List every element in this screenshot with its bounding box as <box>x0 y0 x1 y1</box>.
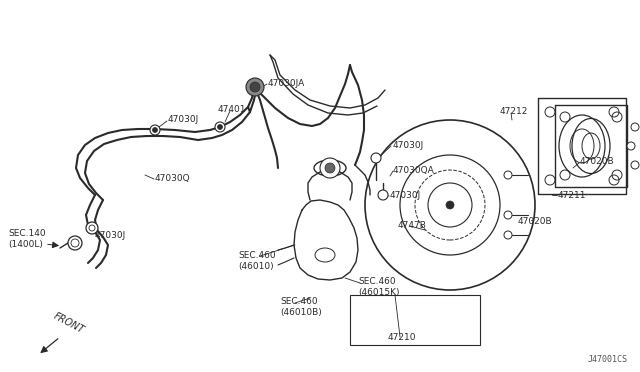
Circle shape <box>631 161 639 169</box>
Circle shape <box>504 171 512 179</box>
Circle shape <box>152 128 157 132</box>
Text: 47210: 47210 <box>388 334 417 343</box>
Text: 47211: 47211 <box>558 190 586 199</box>
Text: FRONT: FRONT <box>52 311 86 335</box>
Text: 47030J: 47030J <box>168 115 199 125</box>
Text: SEC.140: SEC.140 <box>8 230 45 238</box>
Text: 47030QA: 47030QA <box>393 166 435 174</box>
Circle shape <box>218 125 223 129</box>
Circle shape <box>246 78 264 96</box>
Circle shape <box>320 158 340 178</box>
Text: 47212: 47212 <box>500 108 529 116</box>
Circle shape <box>504 231 512 239</box>
Text: (46010B): (46010B) <box>280 308 322 317</box>
Text: 47020B: 47020B <box>518 218 552 227</box>
Text: SEC.460: SEC.460 <box>238 250 276 260</box>
Circle shape <box>86 222 98 234</box>
Circle shape <box>371 153 381 163</box>
Circle shape <box>378 190 388 200</box>
Circle shape <box>504 211 512 219</box>
Text: 47030J: 47030J <box>393 141 424 150</box>
Text: (46015K): (46015K) <box>358 289 399 298</box>
Circle shape <box>68 236 82 250</box>
Circle shape <box>215 122 225 132</box>
Text: 47030JA: 47030JA <box>268 78 305 87</box>
Text: 47030Q: 47030Q <box>155 173 191 183</box>
Text: 47401: 47401 <box>218 106 246 115</box>
Text: 47030J: 47030J <box>95 231 126 240</box>
Circle shape <box>150 125 160 135</box>
Circle shape <box>631 123 639 131</box>
Circle shape <box>446 201 454 209</box>
Text: 47030J: 47030J <box>390 190 421 199</box>
Bar <box>350 295 480 345</box>
Text: J47001CS: J47001CS <box>588 355 628 364</box>
Text: SEC.460: SEC.460 <box>280 298 317 307</box>
Circle shape <box>627 142 635 150</box>
Text: SEC.460: SEC.460 <box>358 278 396 286</box>
Text: (1400L): (1400L) <box>8 240 43 248</box>
Text: 4747B: 4747B <box>398 221 427 230</box>
Text: 47020B: 47020B <box>580 157 614 167</box>
Text: (46010): (46010) <box>238 262 274 270</box>
Circle shape <box>250 82 260 92</box>
Circle shape <box>325 163 335 173</box>
